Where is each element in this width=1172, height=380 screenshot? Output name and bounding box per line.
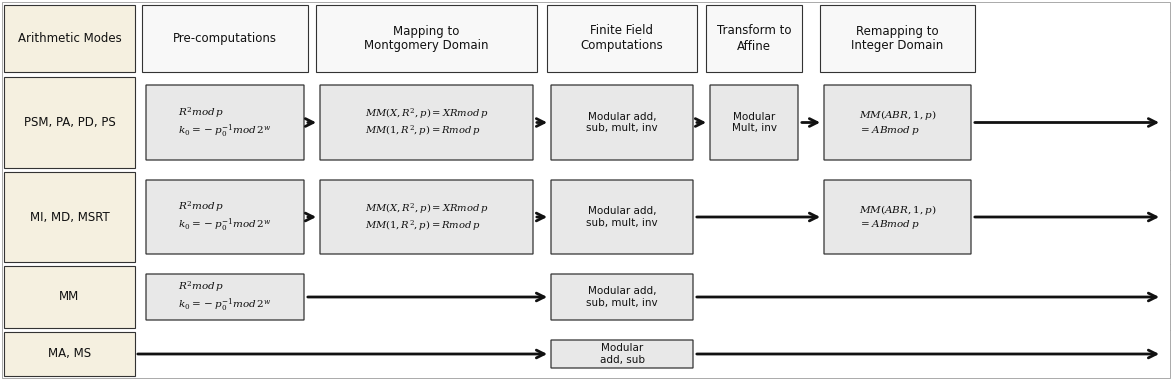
FancyBboxPatch shape [551,85,693,160]
Bar [142,5,308,72]
Text: Modular
Mult, inv: Modular Mult, inv [731,112,777,133]
FancyBboxPatch shape [551,180,693,254]
Text: $R^2 mod\, p$
$k_0 = -p_0^{-1} mod\, 2^w$: $R^2 mod\, p$ $k_0 = -p_0^{-1} mod\, 2^w… [178,280,272,314]
Text: MA, MS: MA, MS [48,347,91,361]
Bar [4,5,135,72]
Text: Modular add,
sub, mult, inv: Modular add, sub, mult, inv [586,112,657,133]
Bar [4,77,135,168]
FancyBboxPatch shape [824,85,970,160]
Text: $R^2 mod\, p$
$k_0 = -p_0^{-1} mod\, 2^w$: $R^2 mod\, p$ $k_0 = -p_0^{-1} mod\, 2^w… [178,105,272,139]
Text: Finite Field
Computations: Finite Field Computations [580,24,663,52]
FancyBboxPatch shape [146,274,304,320]
Text: Modular add,
sub, mult, inv: Modular add, sub, mult, inv [586,206,657,228]
Bar [4,332,135,376]
Bar [706,5,802,72]
FancyBboxPatch shape [146,85,304,160]
Bar [547,5,697,72]
Text: $MM(X,R^2,p) = XR mod\, p$
$MM(1,R^2,p) = R mod\, p$: $MM(X,R^2,p) = XR mod\, p$ $MM(1,R^2,p) … [364,201,489,233]
Text: $MM(ABR,1,p)$
$= AB mod\, p$: $MM(ABR,1,p)$ $= AB mod\, p$ [859,203,936,231]
Text: $R^2 mod\, p$
$k_0 = -p_0^{-1} mod\, 2^w$: $R^2 mod\, p$ $k_0 = -p_0^{-1} mod\, 2^w… [178,200,272,234]
Text: Modular
add, sub: Modular add, sub [600,343,645,365]
Bar [4,172,135,262]
FancyBboxPatch shape [551,274,693,320]
Text: PSM, PA, PD, PS: PSM, PA, PD, PS [23,116,115,129]
Text: Modular add,
sub, mult, inv: Modular add, sub, mult, inv [586,286,657,308]
Text: Remapping to
Integer Domain: Remapping to Integer Domain [851,24,943,52]
Bar [4,266,135,328]
Text: MM: MM [60,290,80,304]
FancyBboxPatch shape [146,180,304,254]
Text: Arithmetic Modes: Arithmetic Modes [18,32,122,45]
Text: MI, MD, MSRT: MI, MD, MSRT [29,211,109,223]
FancyBboxPatch shape [320,180,533,254]
Text: $MM(ABR,1,p)$
$= AB mod\, p$: $MM(ABR,1,p)$ $= AB mod\, p$ [859,108,936,137]
Text: Mapping to
Montgomery Domain: Mapping to Montgomery Domain [364,24,489,52]
FancyBboxPatch shape [551,340,693,368]
Bar [820,5,975,72]
Text: $MM(X,R^2,p) = XR mod\, p$
$MM(1,R^2,p) = R mod\, p$: $MM(X,R^2,p) = XR mod\, p$ $MM(1,R^2,p) … [364,107,489,138]
Bar [316,5,537,72]
Text: Pre-computations: Pre-computations [173,32,277,45]
Text: Transform to
Affine: Transform to Affine [717,24,791,52]
FancyBboxPatch shape [710,85,798,160]
FancyBboxPatch shape [320,85,533,160]
FancyBboxPatch shape [824,180,970,254]
